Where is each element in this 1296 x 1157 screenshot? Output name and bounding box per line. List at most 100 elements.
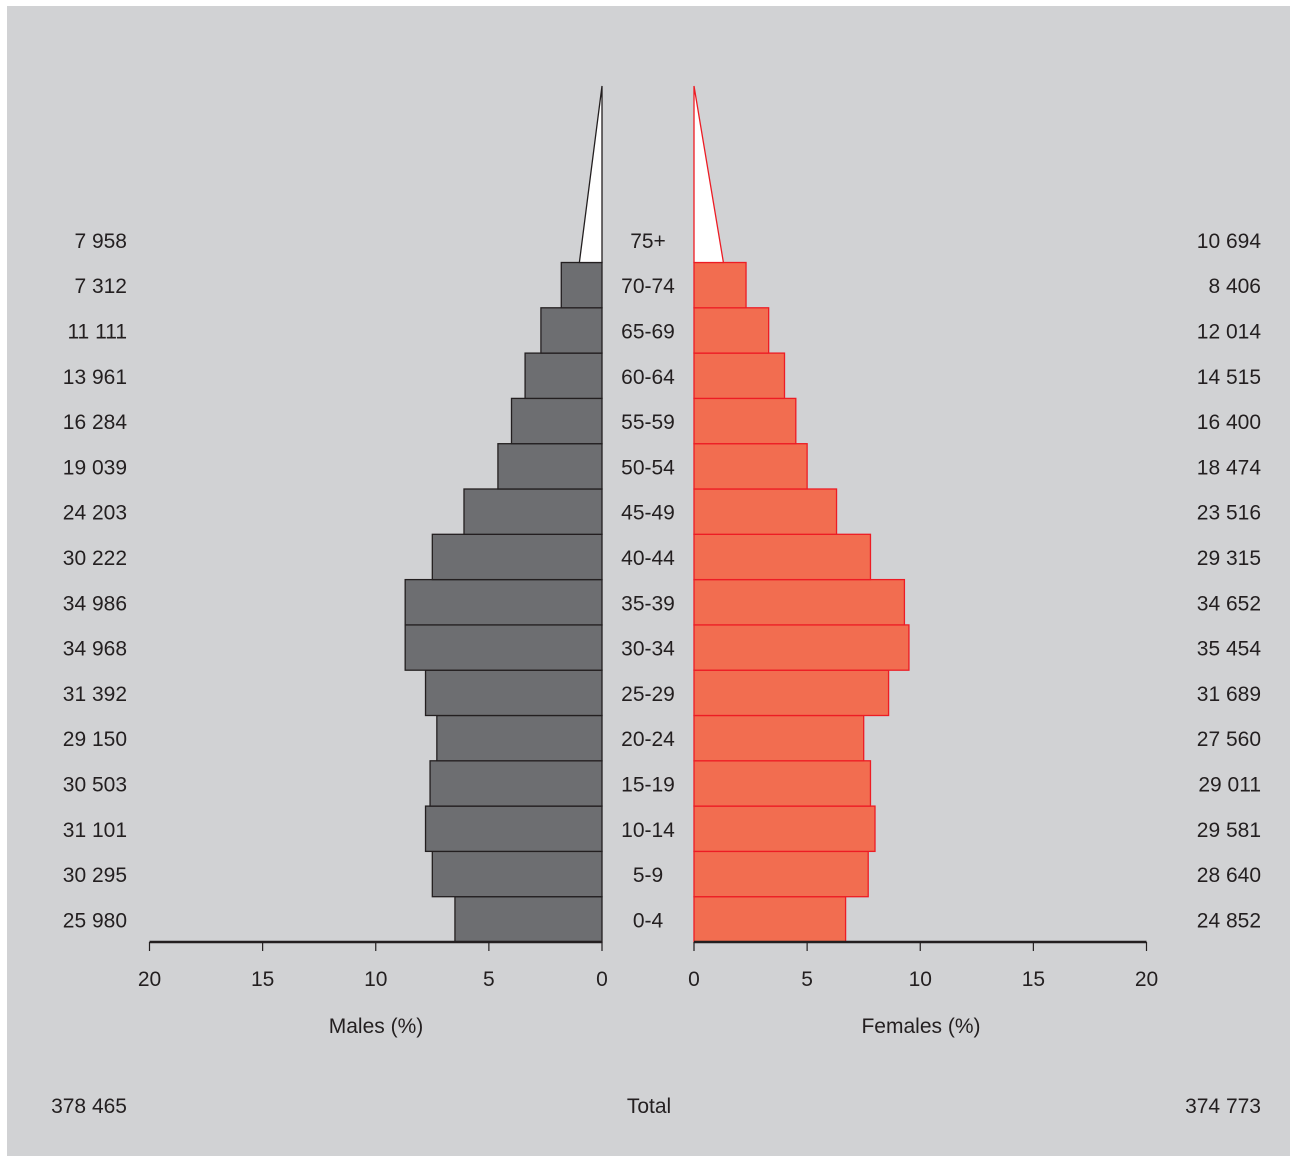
male-count-30-34: 34 968 bbox=[63, 638, 127, 661]
female-count-5-9: 28 640 bbox=[1197, 864, 1261, 887]
female-count-0-4: 24 852 bbox=[1197, 909, 1261, 932]
female-count-40-44: 29 315 bbox=[1197, 547, 1261, 570]
male-count-5-9: 30 295 bbox=[63, 864, 127, 887]
x-axes: 20 15 10 5 0 0 5 10 15 20 bbox=[138, 940, 1158, 991]
female-count-10-14: 29 581 bbox=[1197, 819, 1261, 842]
male-count-70-74: 7 312 bbox=[74, 275, 127, 298]
male-bar-35-39 bbox=[404, 578, 603, 626]
male-count-25-29: 31 392 bbox=[63, 683, 127, 706]
age-label-65-69: 65-69 bbox=[621, 320, 675, 343]
age-label-55-59: 55-59 bbox=[621, 411, 675, 434]
female-count-60-64: 14 515 bbox=[1197, 366, 1261, 389]
female-bar-0-4 bbox=[693, 896, 847, 943]
male-count-60-64: 13 961 bbox=[63, 366, 127, 389]
male-bar-55-59 bbox=[510, 397, 603, 445]
age-group-labels: 0-4 5-9 10-14 15-19 20-24 25-29 30-34 35-39 40-4… bbox=[621, 230, 675, 932]
female-bar-55-59 bbox=[693, 397, 797, 445]
male-count-45-49: 24 203 bbox=[63, 502, 127, 525]
male-count-20-24: 29 150 bbox=[63, 728, 127, 751]
female-bar-5-9 bbox=[693, 850, 869, 898]
age-label-45-49: 45-49 bbox=[621, 502, 675, 525]
male-bar-60-64 bbox=[524, 352, 603, 400]
population-pyramid-chart: 0-4 5-9 10-14 15-19 20-24 25-29 30-34 35-39 40-4… bbox=[51, 85, 1262, 1118]
male-bar-20-24 bbox=[436, 714, 603, 762]
age-label-25-29: 25-29 bbox=[621, 683, 675, 706]
female-bar-40-44 bbox=[693, 533, 872, 581]
male-bar-65-69 bbox=[540, 307, 603, 354]
female-total: 374 773 bbox=[1185, 1095, 1261, 1118]
male-bar-45-49 bbox=[463, 488, 603, 535]
female-count-35-39: 34 652 bbox=[1197, 592, 1261, 615]
x-axis-label-left: Males (%) bbox=[329, 1015, 424, 1038]
male-count-10-14: 31 101 bbox=[63, 819, 127, 842]
x-tick-label-right-5: 5 bbox=[801, 968, 813, 991]
age-label-30-34: 30-34 bbox=[621, 638, 675, 661]
age-label-70-74: 70-74 bbox=[621, 275, 675, 298]
female-bar-70-74 bbox=[693, 261, 747, 309]
x-tick-label-right-0: 0 bbox=[688, 968, 700, 991]
x-tick-label-left-10: 10 bbox=[364, 968, 387, 991]
male-bar-5-9 bbox=[431, 850, 603, 898]
male-bar-40-44 bbox=[431, 533, 603, 581]
male-count-35-39: 34 986 bbox=[63, 592, 127, 615]
age-label-20-24: 20-24 bbox=[621, 728, 675, 751]
male-bar-70-74 bbox=[560, 261, 603, 309]
chart-area: 0-4 5-9 10-14 15-19 20-24 25-29 30-34 35-39 40-4… bbox=[7, 6, 1290, 1156]
age-label-75+: 75+ bbox=[630, 230, 666, 253]
female-bar-75+ bbox=[693, 85, 725, 264]
male-count-75+: 7 958 bbox=[74, 230, 127, 253]
age-label-40-44: 40-44 bbox=[621, 547, 675, 570]
male-count-0-4: 25 980 bbox=[63, 909, 127, 932]
total-label: Total bbox=[627, 1095, 671, 1118]
male-bar-10-14 bbox=[424, 805, 603, 853]
female-bars bbox=[693, 85, 910, 943]
male-count-15-19: 30 503 bbox=[63, 773, 127, 796]
x-tick-label-left-15: 15 bbox=[251, 968, 274, 991]
female-bar-60-64 bbox=[693, 352, 786, 400]
female-bar-20-24 bbox=[693, 714, 865, 762]
male-count-55-59: 16 284 bbox=[63, 411, 128, 434]
x-tick-label-left-0: 0 bbox=[596, 968, 608, 991]
male-bars bbox=[404, 85, 603, 943]
female-bar-30-34 bbox=[693, 624, 910, 671]
female-bar-50-54 bbox=[693, 443, 808, 490]
male-bar-15-19 bbox=[429, 760, 603, 807]
male-bar-25-29 bbox=[424, 669, 603, 717]
male-count-50-54: 19 039 bbox=[63, 456, 127, 479]
female-bar-65-69 bbox=[693, 307, 770, 354]
female-count-45-49: 23 516 bbox=[1197, 502, 1261, 525]
female-bar-45-49 bbox=[693, 488, 838, 535]
female-count-55-59: 16 400 bbox=[1197, 411, 1261, 434]
x-tick-label-right-10: 10 bbox=[909, 968, 932, 991]
female-count-30-34: 35 454 bbox=[1197, 638, 1262, 661]
x-axis-label-right: Females (%) bbox=[861, 1015, 980, 1038]
age-label-0-4: 0-4 bbox=[633, 909, 664, 932]
female-bar-15-19 bbox=[693, 760, 872, 807]
male-count-40-44: 30 222 bbox=[63, 547, 127, 570]
female-counts: 24 852 28 640 29 581 29 011 27 560 31 689 35 4… bbox=[1197, 230, 1262, 932]
age-label-50-54: 50-54 bbox=[621, 456, 675, 479]
age-label-5-9: 5-9 bbox=[633, 864, 663, 887]
female-count-75+: 10 694 bbox=[1197, 230, 1262, 253]
age-label-10-14: 10-14 bbox=[621, 819, 675, 842]
x-tick-label-left-5: 5 bbox=[483, 968, 495, 991]
male-total: 378 465 bbox=[51, 1095, 127, 1118]
female-bar-10-14 bbox=[693, 805, 876, 853]
age-label-15-19: 15-19 bbox=[621, 773, 675, 796]
female-count-20-24: 27 560 bbox=[1197, 728, 1261, 751]
female-count-65-69: 12 014 bbox=[1197, 320, 1262, 343]
female-bar-25-29 bbox=[693, 669, 890, 717]
male-count-65-69: 11 111 bbox=[67, 320, 127, 343]
male-bar-50-54 bbox=[497, 443, 603, 490]
female-count-70-74: 8 406 bbox=[1208, 275, 1261, 298]
female-count-25-29: 31 689 bbox=[1197, 683, 1261, 706]
male-bar-30-34 bbox=[404, 624, 603, 671]
female-count-15-19: 29 011 bbox=[1198, 773, 1261, 796]
x-tick-label-left-20: 20 bbox=[138, 968, 161, 991]
male-counts: 25 980 30 295 31 101 30 503 29 150 31 392 34 9… bbox=[63, 230, 128, 932]
female-count-50-54: 18 474 bbox=[1197, 456, 1262, 479]
male-bar-0-4 bbox=[454, 896, 603, 943]
age-label-60-64: 60-64 bbox=[621, 366, 675, 389]
x-tick-label-right-20: 20 bbox=[1135, 968, 1158, 991]
male-bar-75+ bbox=[578, 85, 603, 264]
